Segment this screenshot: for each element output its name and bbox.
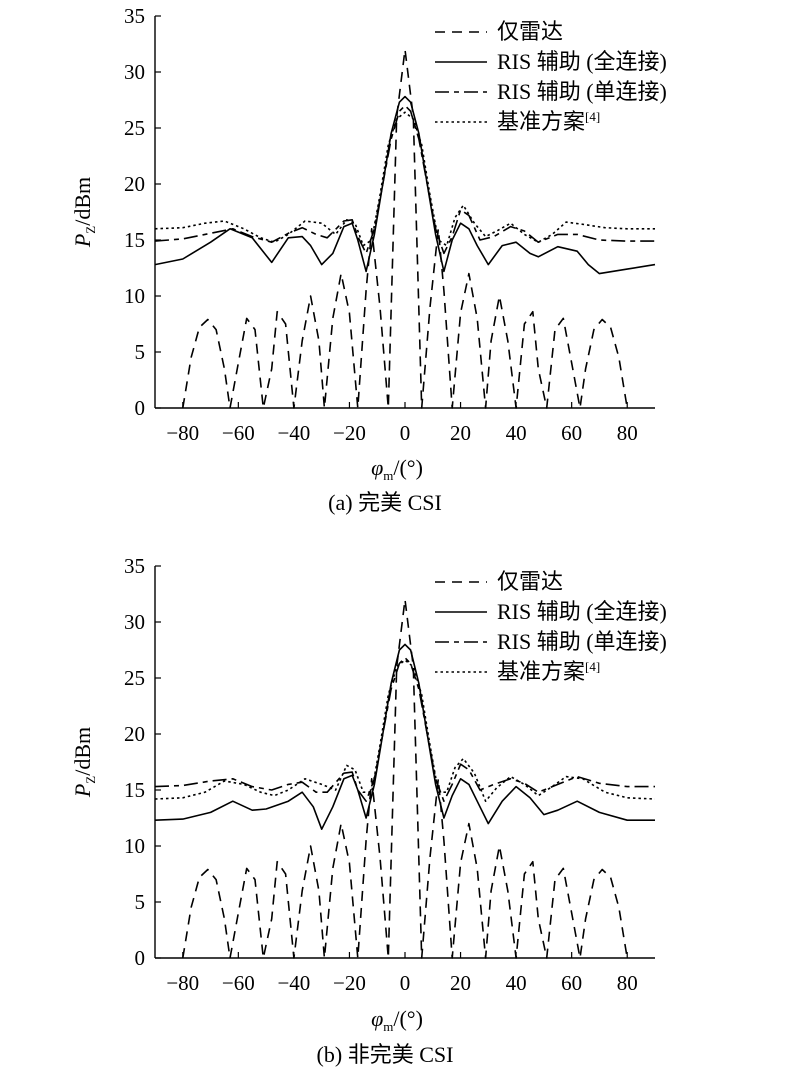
legend: 仅雷达 RIS 辅助 (全连接) RIS 辅助 (单连接) 基准方案[4]: [435, 569, 667, 684]
x-tick-label: 80: [617, 421, 638, 445]
x-tick-label: 40: [506, 971, 527, 995]
y-tick-label: 35: [124, 4, 145, 28]
series-line-2: [154, 95, 656, 275]
legend-label-4: 基准方案[4]: [497, 659, 600, 684]
x-tick-label: 0: [400, 971, 411, 995]
y-tick-label: 10: [124, 284, 145, 308]
figure-caption: (b) 非完美 CSI: [317, 1042, 454, 1067]
x-tick-label: −20: [333, 971, 366, 995]
series-line-2: [154, 643, 655, 831]
chart-panel-2: 0 5 10 15 20 25 30 35 −80 −60 −40 −20 0 20 40 60 80 仅雷达 RI…: [70, 554, 667, 1067]
series-line-4: [154, 659, 656, 803]
y-tick-label: 5: [135, 890, 146, 914]
y-tick-label: 25: [124, 666, 145, 690]
x-tick-label: −60: [222, 421, 255, 445]
figure-caption: (a) 完美 CSI: [328, 490, 442, 515]
series-line-3: [154, 656, 655, 803]
y-tick-label: 35: [124, 554, 145, 578]
x-tick-label: 0: [400, 421, 411, 445]
x-tick-label: −20: [333, 421, 366, 445]
series-line-1: [182, 48, 628, 409]
x-tick-label: 20: [450, 971, 471, 995]
x-axis-label: φm/(°): [371, 455, 423, 483]
x-tick-label: −60: [222, 971, 255, 995]
y-tick-label: 25: [124, 116, 145, 140]
chart-panel-1: 0 5 10 15 20 25 30 35 −80 −60 −40 −20 0 20 40 60 80 仅雷达 RI…: [70, 4, 667, 515]
y-axis-label: PZ/dBm: [70, 177, 98, 248]
series-line-3: [154, 104, 655, 255]
series-line-1: [182, 598, 628, 959]
y-tick-label: 0: [135, 946, 146, 970]
legend-label-3: RIS 辅助 (单连接): [497, 79, 667, 104]
legend-label-1: 仅雷达: [497, 569, 563, 594]
x-tick-label: 20: [450, 421, 471, 445]
legend-label-3: RIS 辅助 (单连接): [497, 629, 667, 654]
y-tick-label: 0: [135, 396, 146, 420]
x-axis-label: φm/(°): [371, 1006, 423, 1034]
y-tick-label: 30: [124, 610, 145, 634]
x-tick-label: 60: [561, 421, 582, 445]
legend-label-2: RIS 辅助 (全连接): [497, 49, 667, 74]
y-tick-label: 10: [124, 834, 145, 858]
y-tick-label: 30: [124, 60, 145, 84]
x-tick-label: 60: [561, 971, 582, 995]
x-tick-label: −40: [277, 421, 310, 445]
legend-label-4: 基准方案[4]: [497, 109, 600, 134]
y-tick-label: 15: [124, 778, 145, 802]
legend-label-2: RIS 辅助 (全连接): [497, 599, 667, 624]
x-tick-label: −80: [166, 971, 199, 995]
legend-label-1: 仅雷达: [497, 19, 563, 44]
y-tick-label: 20: [124, 722, 145, 746]
y-tick-label: 15: [124, 228, 145, 252]
legend: 仅雷达 RIS 辅助 (全连接) RIS 辅助 (单连接) 基准方案[4]: [435, 19, 667, 134]
x-tick-label: −40: [277, 971, 310, 995]
x-tick-label: 40: [506, 421, 527, 445]
y-tick-label: 5: [135, 340, 146, 364]
y-tick-label: 20: [124, 172, 145, 196]
x-tick-label: −80: [166, 421, 199, 445]
y-axis-label: PZ/dBm: [70, 727, 98, 798]
x-tick-label: 80: [617, 971, 638, 995]
series-line-4: [154, 111, 655, 247]
